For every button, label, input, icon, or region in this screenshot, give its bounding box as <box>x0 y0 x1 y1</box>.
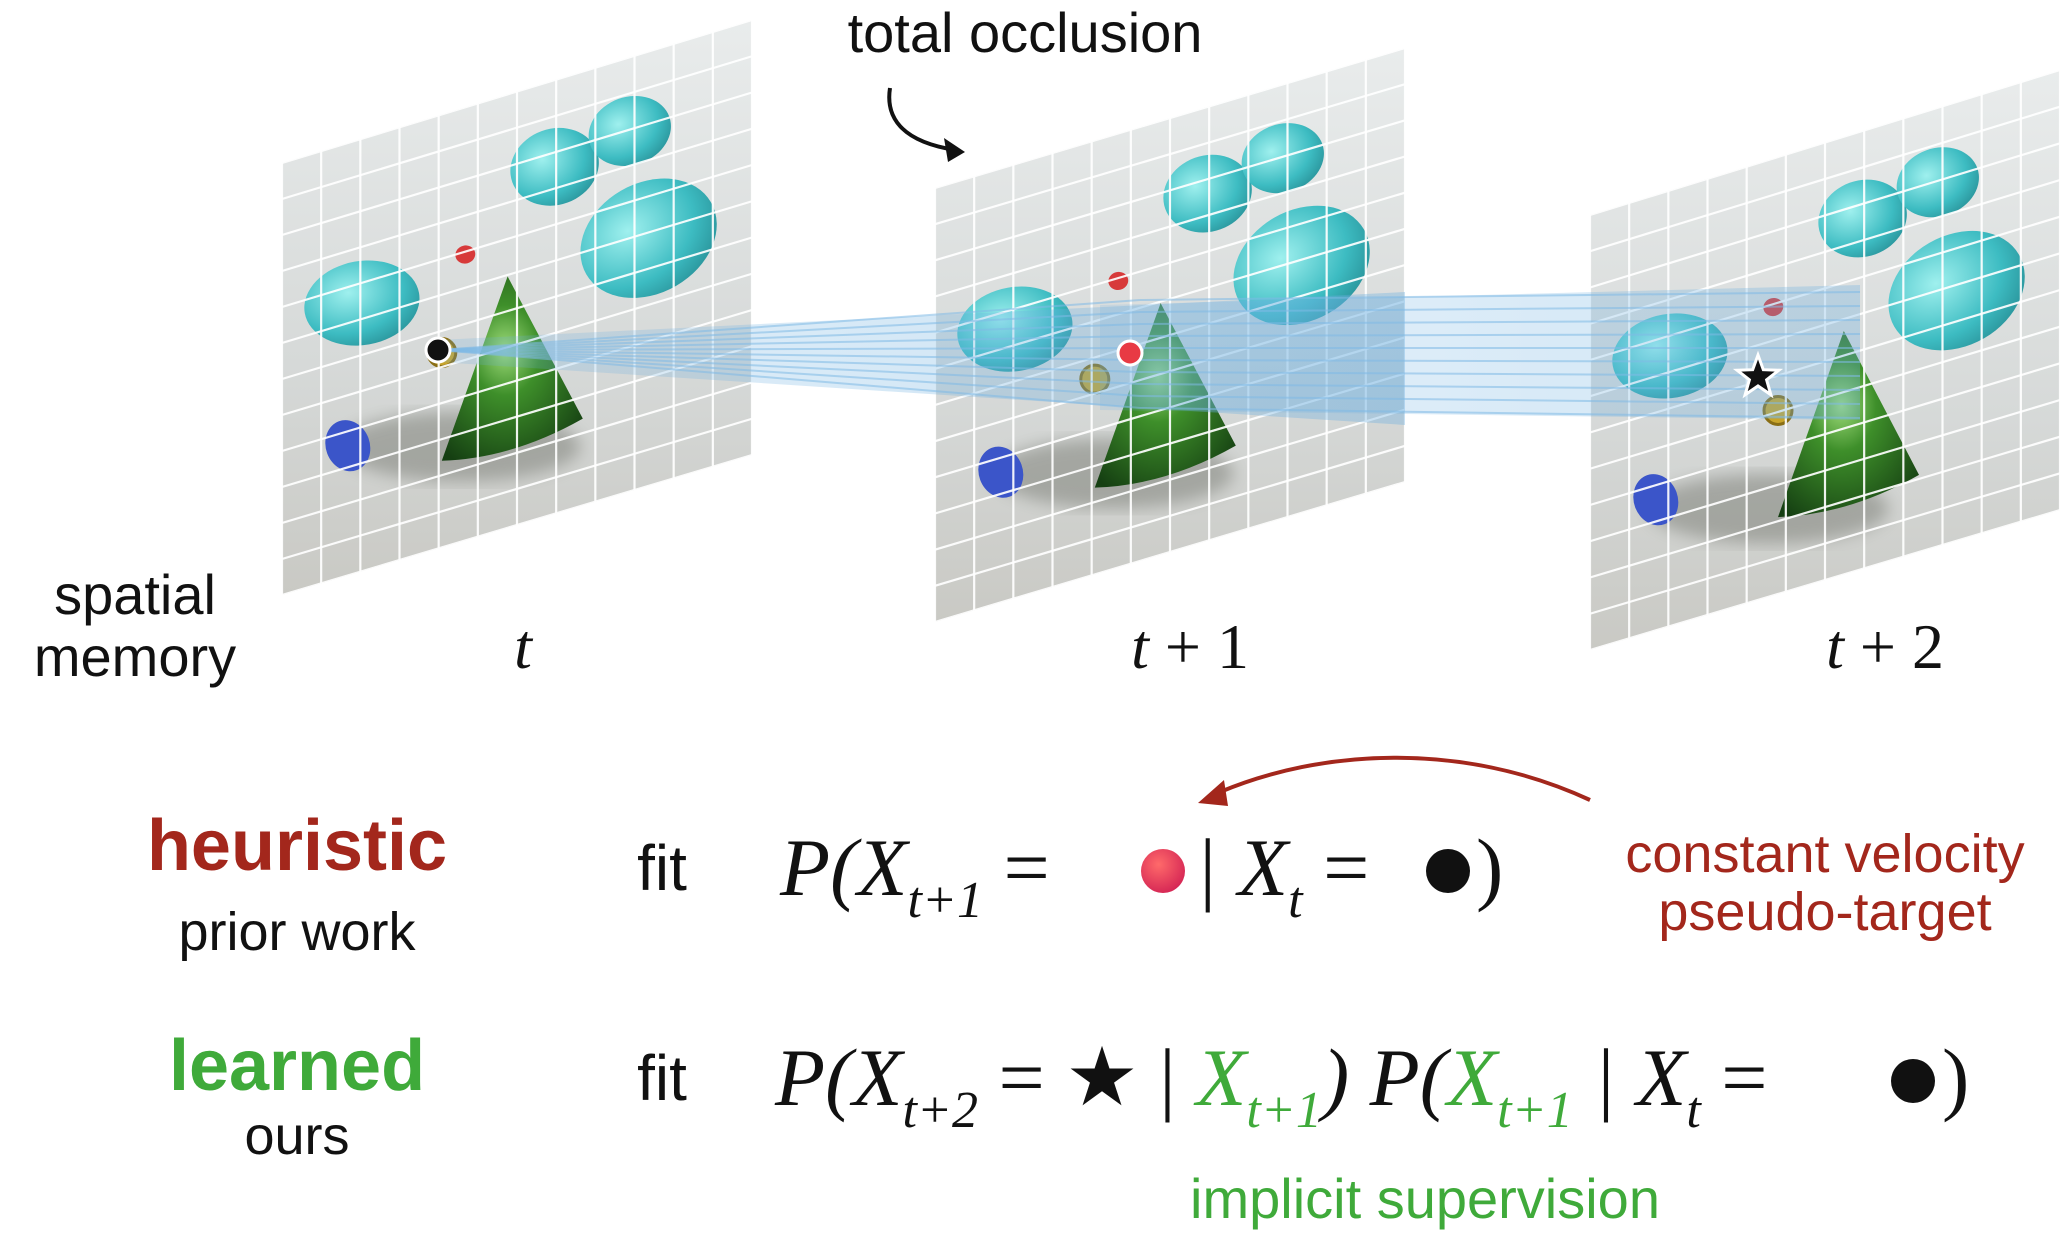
heuristic-black-dot <box>1426 849 1470 893</box>
frame-label-t: t <box>514 611 534 682</box>
occlusion-label: total occlusion <box>848 1 1203 64</box>
learned-subtitle: ours <box>244 1106 349 1166</box>
velocity-line2: pseudo-target <box>1658 882 1991 942</box>
cyan-shape <box>1888 230 2025 351</box>
frame-t <box>282 20 752 595</box>
implicit-supervision-label: implicit supervision <box>1190 1167 1660 1230</box>
occlusion-arrow <box>887 87 956 152</box>
track-beams <box>437 285 1861 425</box>
velocity-arrow <box>1219 755 1591 802</box>
cyan-shape <box>1818 179 1907 258</box>
cyan-shape <box>580 178 717 298</box>
heuristic-fit: fit <box>637 832 687 904</box>
learned-black-dot <box>1891 1059 1935 1103</box>
cyan-shape <box>588 95 671 167</box>
cyan-shape <box>304 260 420 346</box>
heuristic-close-paren: ) <box>1476 822 1503 913</box>
heuristic-title: heuristic <box>147 806 447 886</box>
blue-object <box>978 446 1024 498</box>
frame-label-t1: t + 1 <box>1131 611 1249 682</box>
cyan-shape <box>1163 154 1252 233</box>
cyan-shape <box>1233 205 1370 326</box>
pseudo-target-point <box>1116 339 1144 367</box>
heuristic-subtitle: prior work <box>178 902 416 962</box>
spatial-memory-line2: memory <box>34 625 236 688</box>
cyan-shape <box>1241 123 1324 194</box>
learned-equation: P(Xt+2 = ★ | Xt+1) P(Xt+1 | Xt = <box>774 1032 1768 1139</box>
heuristic-red-dot <box>1141 849 1185 893</box>
frame-label-t2: t + 2 <box>1826 611 1944 682</box>
heuristic-equation: P(Xt+1 = <box>779 822 1050 929</box>
predicted-star <box>1732 350 1784 399</box>
occlusion-arrowhead <box>944 138 965 162</box>
cyan-shape <box>1896 147 1979 218</box>
cyan-shape <box>510 127 599 206</box>
query-point <box>424 336 452 364</box>
velocity-arrowhead <box>1198 780 1228 806</box>
blue-object <box>325 420 371 472</box>
velocity-line1: constant velocity <box>1625 824 2024 884</box>
learned-fit: fit <box>637 1042 687 1114</box>
blue-object <box>1633 474 1679 526</box>
learned-close-paren: ) <box>1942 1032 1969 1123</box>
spatial-memory-line1: spatial <box>54 563 216 626</box>
learned-title: learned <box>169 1026 425 1106</box>
heuristic-equation-rest: | Xt = <box>1195 822 1369 929</box>
green-cone <box>1778 331 1919 518</box>
